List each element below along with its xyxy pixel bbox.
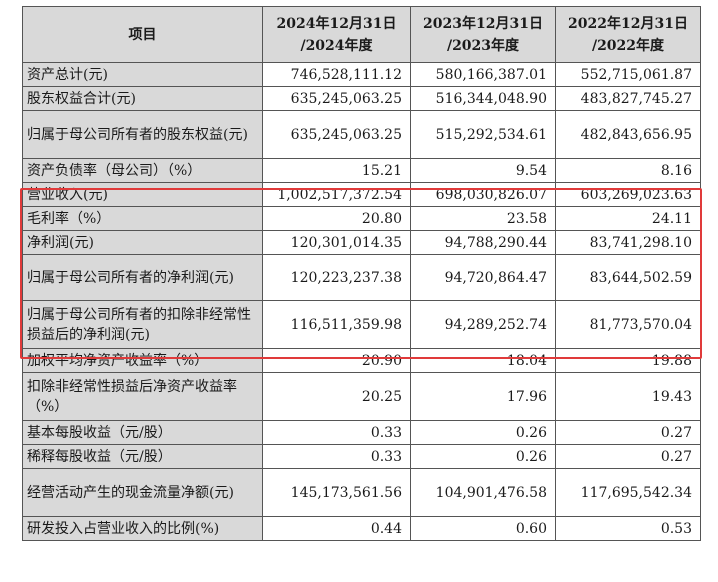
cell-2022: 603,269,023.63	[555, 182, 701, 207]
cell-2023: 0.26	[410, 444, 556, 469]
cell-2024: 20.25	[262, 372, 411, 421]
row-label: 归属于母公司所有者的扣除非经常性损益后的净利润(元)	[22, 300, 263, 349]
header-2023-text: 2023年12月31日 /2023年度	[423, 15, 543, 54]
table-row: 稀释每股收益（元/股） 0.33 0.26 0.27	[22, 444, 701, 469]
header-2022: 2022年12月31日 /2022年度	[555, 6, 701, 63]
cell-2022: 552,715,061.87	[555, 62, 701, 87]
cell-2023: 94,289,252.74	[410, 300, 556, 349]
cell-2023: 94,720,864.47	[410, 254, 556, 301]
cell-2024: 20.80	[262, 206, 411, 231]
cell-2022: 8.16	[555, 158, 701, 183]
table-row: 加权平均净资产收益率（%） 20.90 18.04 19.88	[22, 348, 701, 373]
table-row: 研发投入占营业收入的比例(%) 0.44 0.60 0.53	[22, 516, 701, 541]
cell-2022: 0.27	[555, 420, 701, 445]
cell-2024: 15.21	[262, 158, 411, 183]
cell-2023: 18.04	[410, 348, 556, 373]
cell-2024: 0.33	[262, 444, 411, 469]
row-label: 营业收入(元)	[22, 182, 263, 207]
header-2022-text: 2022年12月31日 /2022年度	[568, 15, 688, 54]
cell-2022: 19.88	[555, 348, 701, 373]
row-label: 毛利率（%）	[22, 206, 263, 231]
cell-2022: 24.11	[555, 206, 701, 231]
row-label: 归属于母公司所有者的股东权益(元)	[22, 110, 263, 159]
cell-2023: 0.60	[410, 516, 556, 541]
cell-2024: 0.44	[262, 516, 411, 541]
row-label: 加权平均净资产收益率（%）	[22, 348, 263, 373]
cell-2023: 0.26	[410, 420, 556, 445]
row-label: 经营活动产生的现金流量净额(元)	[22, 468, 263, 517]
cell-2022: 81,773,570.04	[555, 300, 701, 349]
cell-2022: 0.53	[555, 516, 701, 541]
table-row: 毛利率（%） 20.80 23.58 24.11	[22, 206, 701, 231]
cell-2024: 1,002,517,372.54	[262, 182, 411, 207]
table-row: 股东权益合计(元) 635,245,063.25 516,344,048.90 …	[22, 86, 701, 111]
cell-2022: 483,827,745.27	[555, 86, 701, 111]
cell-2023: 698,030,826.07	[410, 182, 556, 207]
header-item: 项目	[22, 6, 263, 63]
row-label: 股东权益合计(元)	[22, 86, 263, 111]
cell-2022: 19.43	[555, 372, 701, 421]
table-row: 净利润(元) 120,301,014.35 94,788,290.44 83,7…	[22, 230, 701, 255]
cell-2023: 9.54	[410, 158, 556, 183]
cell-2023: 580,166,387.01	[410, 62, 556, 87]
cell-2022: 117,695,542.34	[555, 468, 701, 517]
row-label: 净利润(元)	[22, 230, 263, 255]
table-row: 基本每股收益（元/股） 0.33 0.26 0.27	[22, 420, 701, 445]
cell-2023: 104,901,476.58	[410, 468, 556, 517]
table-row: 资产负债率（母公司）（%） 15.21 9.54 8.16	[22, 158, 701, 183]
cell-2024: 635,245,063.25	[262, 110, 411, 159]
cell-2024: 635,245,063.25	[262, 86, 411, 111]
row-label: 稀释每股收益（元/股）	[22, 444, 263, 469]
cell-2022: 482,843,656.95	[555, 110, 701, 159]
row-label: 归属于母公司所有者的净利润(元)	[22, 254, 263, 301]
financial-table: 项目 2024年12月31日 /2024年度 2023年12月31日 /2023…	[22, 6, 701, 541]
header-2024-text: 2024年12月31日 /2024年度	[276, 15, 397, 54]
cell-2024: 20.90	[262, 348, 411, 373]
table-row: 归属于母公司所有者的净利润(元) 120,223,237.38 94,720,8…	[22, 254, 701, 301]
table-row: 扣除非经常性损益后净资产收益率（%） 20.25 17.96 19.43	[22, 372, 701, 421]
cell-2022: 83,644,502.59	[555, 254, 701, 301]
header-row: 项目 2024年12月31日 /2024年度 2023年12月31日 /2023…	[22, 6, 701, 63]
header-2024: 2024年12月31日 /2024年度	[262, 6, 411, 63]
table-row: 归属于母公司所有者的扣除非经常性损益后的净利润(元) 116,511,359.9…	[22, 300, 701, 349]
row-label: 资产负债率（母公司）（%）	[22, 158, 263, 183]
cell-2024: 145,173,561.56	[262, 468, 411, 517]
cell-2023: 17.96	[410, 372, 556, 421]
cell-2024: 120,223,237.38	[262, 254, 411, 301]
cell-2024: 746,528,111.12	[262, 62, 411, 87]
header-2023: 2023年12月31日 /2023年度	[410, 6, 556, 63]
cell-2024: 120,301,014.35	[262, 230, 411, 255]
cell-2022: 83,741,298.10	[555, 230, 701, 255]
row-label: 基本每股收益（元/股）	[22, 420, 263, 445]
cell-2023: 515,292,534.61	[410, 110, 556, 159]
row-label: 资产总计(元)	[22, 62, 263, 87]
table-row: 营业收入(元) 1,002,517,372.54 698,030,826.07 …	[22, 182, 701, 207]
table-row: 资产总计(元) 746,528,111.12 580,166,387.01 55…	[22, 62, 701, 87]
row-label: 研发投入占营业收入的比例(%)	[22, 516, 263, 541]
table-row: 归属于母公司所有者的股东权益(元) 635,245,063.25 515,292…	[22, 110, 701, 159]
cell-2024: 0.33	[262, 420, 411, 445]
row-label: 扣除非经常性损益后净资产收益率（%）	[22, 372, 263, 421]
cell-2024: 116,511,359.98	[262, 300, 411, 349]
cell-2023: 516,344,048.90	[410, 86, 556, 111]
table-row: 经营活动产生的现金流量净额(元) 145,173,561.56 104,901,…	[22, 468, 701, 517]
cell-2022: 0.27	[555, 444, 701, 469]
cell-2023: 94,788,290.44	[410, 230, 556, 255]
cell-2023: 23.58	[410, 206, 556, 231]
